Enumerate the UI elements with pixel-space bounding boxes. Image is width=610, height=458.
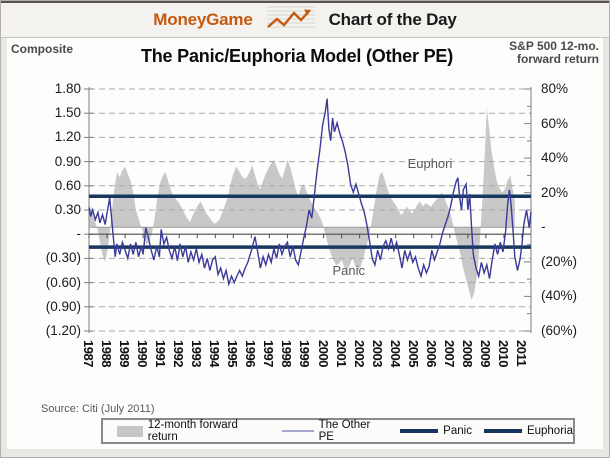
year-label: 1988 bbox=[99, 340, 115, 367]
year-label: 2006 bbox=[423, 340, 439, 367]
right-axis-tick-label: 60% bbox=[541, 115, 569, 131]
left-axis-tick-label: 1.80 bbox=[54, 81, 81, 96]
forward-return-area bbox=[89, 108, 515, 300]
year-label: 2008 bbox=[459, 340, 475, 367]
plot-area bbox=[84, 87, 532, 333]
legend-item-panic: Panic bbox=[400, 425, 472, 437]
area-swatch-icon bbox=[117, 425, 143, 437]
legend-item-forward-return: 12-month forward return bbox=[117, 419, 270, 443]
right-axis-tick-label: (40%) bbox=[541, 288, 578, 304]
panic-annotation: Panic bbox=[332, 263, 366, 279]
year-label: 2011 bbox=[513, 340, 529, 367]
right-axis-tick-label: (60%) bbox=[541, 323, 578, 338]
year-label: 2009 bbox=[477, 340, 493, 367]
year-label: 1998 bbox=[279, 340, 295, 367]
year-label: 1993 bbox=[189, 340, 205, 367]
year-label: 2010 bbox=[495, 340, 511, 367]
legend-box: 12-month forward return The Other PE Pan… bbox=[101, 418, 575, 444]
right-axis-tick-label: - bbox=[541, 219, 546, 235]
right-axis-tick-label: 20% bbox=[541, 184, 569, 200]
header-banner: MoneyGame Chart of the Day bbox=[1, 3, 609, 38]
left-axis-tick-label: 1.50 bbox=[54, 105, 81, 121]
year-label: 1999 bbox=[297, 340, 313, 367]
header-title: Chart of the Day bbox=[328, 10, 457, 29]
year-label: 2005 bbox=[405, 340, 421, 367]
left-axis-tick-label: (0.30) bbox=[45, 250, 81, 266]
legend-item-other-pe: The Other PE bbox=[281, 419, 388, 443]
left-axis-tick-label: (1.20) bbox=[45, 323, 81, 338]
year-label: 1989 bbox=[117, 340, 133, 367]
year-label: 1991 bbox=[153, 340, 169, 367]
year-label: 2002 bbox=[351, 340, 367, 367]
year-label: 2004 bbox=[387, 340, 403, 367]
legend-item-euphoria: Euphoria bbox=[483, 425, 573, 437]
year-label: 1992 bbox=[171, 340, 187, 367]
left-axis-tick-label: 0.60 bbox=[54, 177, 81, 193]
left-axis-tick-label: (0.90) bbox=[45, 298, 81, 314]
chart-title: The Panic/Euphoria Model (Other PE) bbox=[140, 46, 454, 66]
chart-panel: Composite S&P 500 12-mo. forward return … bbox=[7, 38, 603, 449]
source-note: Source: Citi (July 2011) bbox=[41, 403, 155, 415]
thick-line-swatch-icon bbox=[400, 429, 439, 433]
left-axis-tick-label: 0.90 bbox=[54, 153, 81, 169]
brand-logo-text: MoneyGame bbox=[153, 10, 253, 29]
year-label: 1990 bbox=[135, 340, 151, 367]
top-border bbox=[1, 1, 609, 3]
left-axis-title: Composite bbox=[11, 42, 74, 56]
year-label: 2000 bbox=[315, 340, 331, 367]
year-label: 1994 bbox=[207, 340, 223, 367]
thick-line-swatch-icon bbox=[483, 429, 522, 433]
year-label: 2001 bbox=[333, 340, 349, 367]
year-label: 1997 bbox=[261, 340, 277, 367]
left-axis-tick-label: 0.30 bbox=[54, 202, 81, 217]
year-label: 2007 bbox=[441, 340, 457, 367]
year-label: 1995 bbox=[225, 340, 241, 367]
right-axis-tick-label: 80% bbox=[541, 81, 569, 96]
other-pe-line bbox=[88, 98, 532, 287]
trend-arrow-icon bbox=[263, 4, 319, 37]
year-label: 2003 bbox=[369, 340, 385, 367]
right-axis-tick-label: 40% bbox=[541, 150, 569, 166]
right-axis-tick-label: (20%) bbox=[541, 253, 578, 269]
left-axis-tick-label: 1.20 bbox=[54, 129, 81, 145]
right-axis-title: S&P 500 12-mo. forward return bbox=[509, 39, 599, 66]
euphoria-annotation: Euphori bbox=[407, 156, 453, 172]
left-axis-tick-label: (0.60) bbox=[45, 274, 81, 290]
thin-line-swatch-icon bbox=[281, 430, 314, 432]
year-label: 1987 bbox=[81, 340, 96, 367]
year-label: 1996 bbox=[243, 340, 259, 367]
left-axis-tick-label: - bbox=[76, 226, 82, 242]
